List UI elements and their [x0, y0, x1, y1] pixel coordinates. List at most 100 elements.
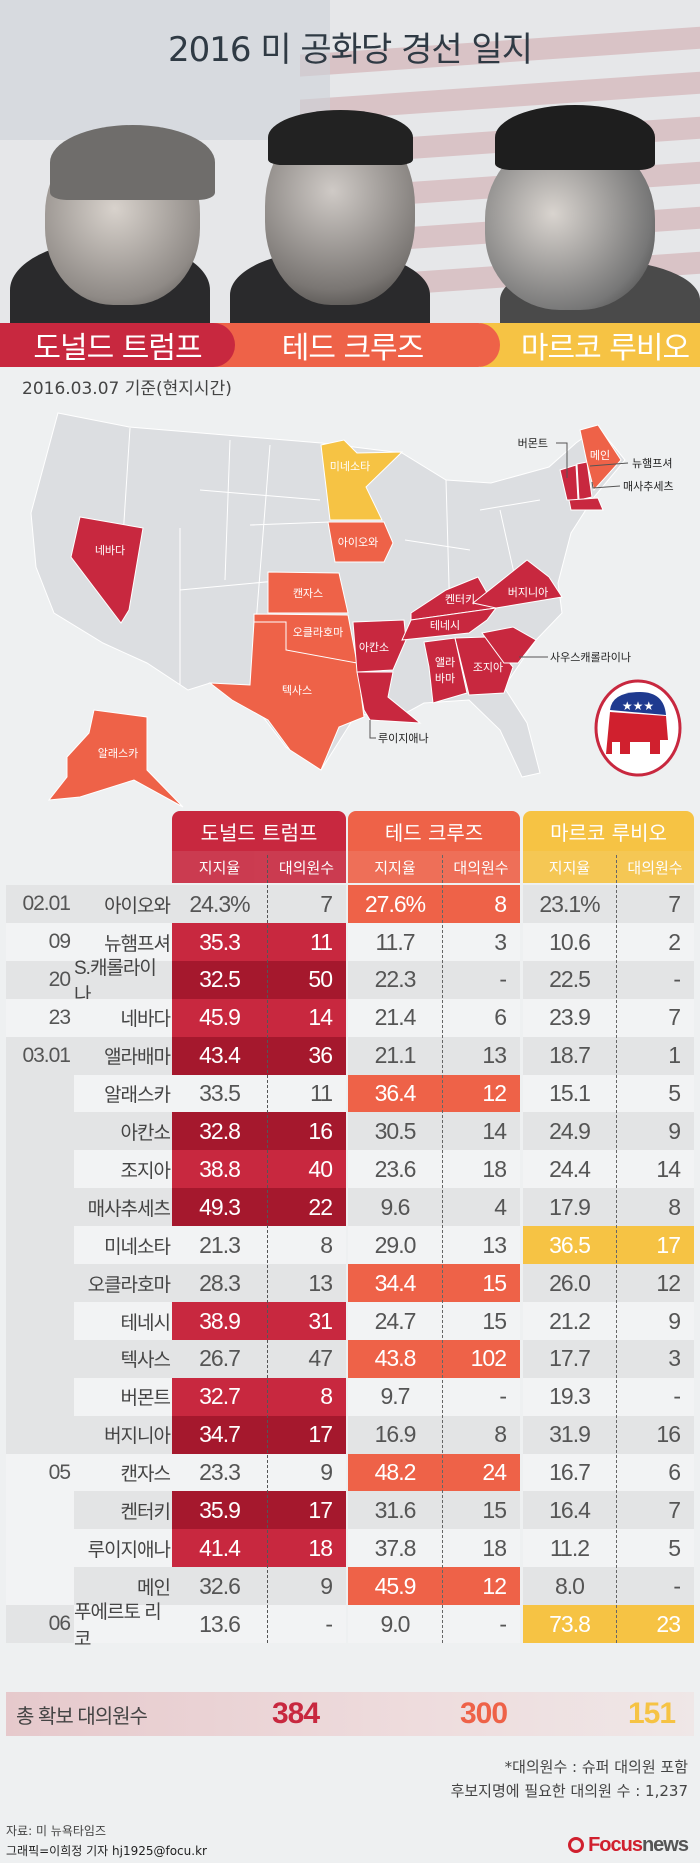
delegates-cruz: - — [442, 960, 520, 1000]
map-label-tennessee: 테네시 — [430, 619, 460, 632]
delegates-trump: 11 — [267, 922, 346, 962]
state-cell: 버지니아 — [74, 1415, 172, 1454]
delegates-rubio: 5 — [616, 1529, 694, 1568]
state-alaska — [47, 709, 184, 808]
support-trump: 35.3 — [172, 922, 267, 962]
support-trump: 32.8 — [172, 1112, 267, 1151]
total-trump: 384 — [272, 1697, 320, 1730]
state-cell: 미네소타 — [74, 1226, 172, 1265]
header-hero: 2016 미 공화당 경선 일지 — [0, 0, 700, 330]
note-superdelegates: *대의원수 : 슈퍼 대의원 포함 — [504, 1758, 688, 1776]
support-trump: 38.9 — [172, 1301, 267, 1341]
delegates-rubio: 9 — [616, 1301, 694, 1341]
delegates-rubio: 6 — [616, 1453, 694, 1492]
subheader-delegates-rubio: 대의원수 — [616, 851, 694, 883]
map-label-nevada: 네바다 — [95, 544, 125, 557]
date-cell — [6, 1567, 74, 1606]
flag-stars — [0, 0, 330, 140]
delegates-trump: 7 — [267, 885, 346, 924]
trump-hair — [50, 125, 215, 200]
delegates-cruz: 13 — [442, 1036, 520, 1075]
delegates-rubio: 12 — [616, 1264, 694, 1303]
map-label-arkansas: 아칸소 — [359, 641, 389, 654]
state-cell: 뉴햄프셔 — [74, 922, 172, 962]
delegates-rubio: 14 — [616, 1150, 694, 1189]
support-trump: 32.6 — [172, 1567, 267, 1606]
date-cell: 02.01 — [6, 885, 74, 924]
us-map: 네바다 미네소타 아이오와 캔자스 오클라호마 텍사스 아칸소 켄터키 테네시 … — [30, 412, 682, 808]
delegates-trump: 13 — [267, 1264, 346, 1303]
support-trump: 34.7 — [172, 1415, 267, 1454]
support-trump: 43.4 — [172, 1036, 267, 1075]
support-cruz: 22.3 — [348, 960, 442, 1000]
map-label-alabama-2: 바마 — [435, 672, 455, 685]
support-cruz: 23.6 — [348, 1150, 442, 1189]
divider-rubio — [616, 855, 617, 1643]
support-trump: 49.3 — [172, 1188, 267, 1227]
totals-row: 총 확보 대의원수 384 300 151 — [6, 1692, 694, 1736]
support-rubio: 17.9 — [523, 1188, 616, 1227]
support-cruz: 48.2 — [348, 1453, 442, 1492]
delegates-trump: 16 — [267, 1112, 346, 1151]
support-trump: 13.6 — [172, 1605, 267, 1644]
delegates-rubio: 16 — [616, 1415, 694, 1454]
map-label-alaska: 알래스카 — [98, 746, 138, 760]
support-trump: 26.7 — [172, 1339, 267, 1379]
state-maine — [579, 424, 622, 492]
map-label-vermont: 버몬트 — [518, 437, 548, 450]
gop-elephant-logo: ★★★ — [594, 679, 682, 777]
delegates-cruz: 18 — [442, 1529, 520, 1568]
date-cell — [6, 1415, 74, 1454]
state-iowa — [327, 521, 394, 563]
support-trump: 45.9 — [172, 998, 267, 1038]
delegates-cruz: 13 — [442, 1226, 520, 1265]
state-cell: 버몬트 — [74, 1377, 172, 1417]
column-header-cruz: 테드 크루즈 — [348, 811, 520, 851]
support-rubio: 26.0 — [523, 1264, 616, 1303]
delegates-rubio: - — [616, 1377, 694, 1417]
state-massachusetts — [568, 497, 604, 511]
state-cell: 아칸소 — [74, 1112, 172, 1151]
support-rubio: 16.4 — [523, 1491, 616, 1530]
state-cell: 캔자스 — [74, 1453, 172, 1492]
delegates-rubio: 7 — [616, 998, 694, 1038]
map-label-louisiana: 루이지애나 — [378, 732, 429, 745]
map-label-massachusetts: 매사추세츠 — [623, 480, 674, 493]
map-label-maine: 메인 — [590, 449, 610, 462]
date-cell: 03.01 — [6, 1036, 74, 1075]
support-rubio: 19.3 — [523, 1377, 616, 1417]
subheader-support-cruz: 지지율 — [348, 851, 442, 883]
delegates-cruz: 102 — [442, 1339, 520, 1379]
state-cell: 매사추세츠 — [74, 1188, 172, 1227]
svg-text:★★★: ★★★ — [622, 699, 654, 713]
date-cell: 05 — [6, 1453, 74, 1492]
support-trump: 32.7 — [172, 1377, 267, 1417]
support-rubio: 18.7 — [523, 1036, 616, 1075]
delegates-rubio: 7 — [616, 885, 694, 924]
delegates-cruz: 14 — [442, 1112, 520, 1151]
support-cruz: 21.4 — [348, 998, 442, 1038]
state-cell: 메인 — [74, 1567, 172, 1606]
page-title: 2016 미 공화당 경선 일지 — [168, 30, 533, 70]
delegates-cruz: 4 — [442, 1188, 520, 1227]
subheader-support-rubio: 지지율 — [523, 851, 616, 883]
support-rubio: 73.8 — [523, 1605, 616, 1644]
support-cruz: 43.8 — [348, 1339, 442, 1379]
map-label-minnesota: 미네소타 — [330, 460, 370, 473]
support-trump: 28.3 — [172, 1264, 267, 1303]
support-rubio: 24.9 — [523, 1112, 616, 1151]
delegates-cruz: 3 — [442, 922, 520, 962]
map-label-alabama-1: 앨라 — [435, 656, 455, 669]
delegates-cruz: 12 — [442, 1074, 520, 1113]
delegates-rubio: 5 — [616, 1074, 694, 1113]
map-label-south-carolina: 사우스캐롤라이나 — [550, 651, 631, 664]
leader-lines — [369, 442, 629, 739]
date-cell: 23 — [6, 998, 74, 1038]
delegates-cruz: 6 — [442, 998, 520, 1038]
support-rubio: 11.2 — [523, 1529, 616, 1568]
state-minnesota — [320, 439, 404, 521]
support-trump: 41.4 — [172, 1529, 267, 1568]
state-cell: 텍사스 — [74, 1339, 172, 1379]
state-louisiana — [356, 671, 422, 724]
delegates-trump: 17 — [267, 1415, 346, 1454]
